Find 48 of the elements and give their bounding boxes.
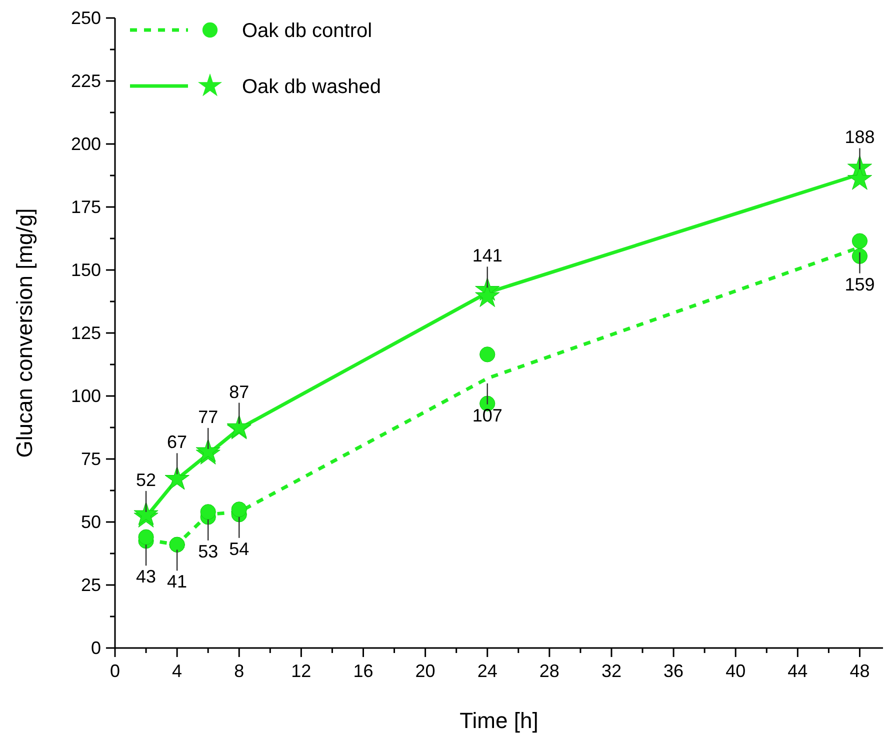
x-tick-label: 0 bbox=[110, 661, 120, 681]
point bbox=[852, 248, 868, 264]
x-tick-label: 20 bbox=[415, 661, 436, 681]
legend-label: Oak db control bbox=[242, 20, 372, 42]
y-axis-title: Glucan conversion [mg/g] bbox=[12, 208, 37, 458]
y-tick-label: 125 bbox=[70, 323, 101, 343]
y-tick-label: 225 bbox=[70, 71, 101, 91]
point bbox=[200, 504, 216, 520]
y-tick-label: 25 bbox=[80, 575, 101, 595]
point bbox=[852, 233, 868, 249]
y-tick-label: 100 bbox=[70, 386, 101, 406]
legend-label: Oak db washed bbox=[242, 76, 381, 98]
point bbox=[231, 502, 247, 518]
y-tick-label: 150 bbox=[70, 260, 101, 280]
y-tick-label: 200 bbox=[70, 134, 101, 154]
x-tick-label: 44 bbox=[788, 661, 808, 681]
data-label: 54 bbox=[229, 538, 250, 559]
x-axis-title: Time [h] bbox=[460, 708, 538, 733]
x-tick-label: 8 bbox=[234, 661, 244, 681]
data-label: 141 bbox=[472, 246, 502, 266]
y-tick-label: 250 bbox=[70, 8, 101, 28]
data-label: 107 bbox=[472, 405, 502, 426]
x-tick-label: 12 bbox=[291, 661, 312, 681]
x-tick-label: 24 bbox=[477, 661, 498, 681]
x-tick-label: 28 bbox=[539, 661, 560, 681]
data-label: 53 bbox=[198, 541, 218, 562]
data-label: 77 bbox=[198, 406, 218, 427]
y-tick-label: 75 bbox=[80, 449, 101, 469]
data-label: 159 bbox=[844, 274, 875, 294]
data-label: 67 bbox=[167, 432, 188, 452]
x-tick-label: 32 bbox=[601, 661, 622, 681]
data-label: 52 bbox=[136, 470, 156, 490]
point bbox=[475, 284, 500, 307]
point bbox=[138, 529, 154, 545]
y-tick-label: 50 bbox=[80, 512, 101, 532]
data-label: 41 bbox=[167, 572, 188, 592]
x-tick-label: 40 bbox=[726, 661, 746, 681]
y-tick-label: 175 bbox=[70, 197, 101, 217]
data-label: 43 bbox=[136, 566, 156, 587]
x-tick-label: 4 bbox=[172, 661, 182, 681]
y-tick-label: 0 bbox=[90, 638, 101, 658]
point bbox=[847, 166, 872, 190]
data-label: 188 bbox=[844, 127, 875, 148]
point bbox=[480, 346, 496, 362]
x-tick-label: 48 bbox=[850, 661, 870, 681]
x-tick-label: 16 bbox=[353, 661, 374, 681]
x-tick-label: 36 bbox=[664, 661, 684, 681]
data-label: 87 bbox=[229, 382, 250, 402]
